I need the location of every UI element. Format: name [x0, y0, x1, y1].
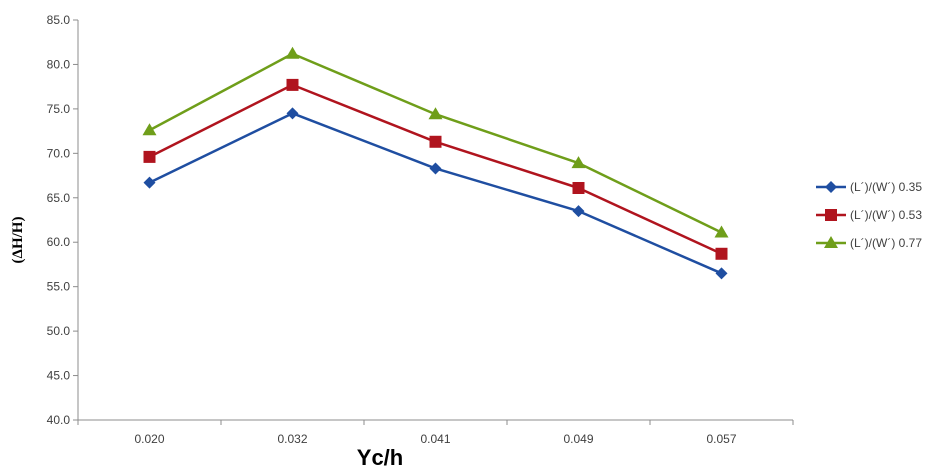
series-3 — [142, 46, 729, 238]
data-point — [143, 150, 156, 163]
plot-area — [77, 20, 793, 421]
data-point — [714, 225, 729, 238]
y-tick-label: 65.0 — [47, 191, 71, 205]
data-point — [428, 107, 443, 120]
x-axis-title: Yc/h — [357, 445, 403, 470]
legend-label: (L´)/(W´) 0.53 — [850, 208, 922, 222]
y-tick-label: 75.0 — [47, 102, 71, 116]
y-tick-label: 50.0 — [47, 324, 71, 338]
data-point — [715, 247, 728, 260]
x-axis-ticks: 0.020 0.032 0.041 0.049 0.057 — [77, 420, 794, 446]
series-layer — [142, 46, 729, 280]
y-tick-label: 55.0 — [47, 280, 71, 294]
y-tick-label: 45.0 — [47, 369, 71, 383]
y-tick-label: 40.0 — [47, 413, 71, 427]
data-point — [429, 162, 442, 175]
y-tick-label: 70.0 — [47, 146, 71, 160]
legend-label: (L´)/(W´) 0.35 — [850, 180, 922, 194]
data-point — [286, 107, 299, 120]
data-point — [715, 267, 728, 280]
legend-marker — [825, 209, 837, 221]
legend-marker — [824, 236, 838, 248]
data-point — [572, 205, 585, 218]
legend-marker — [825, 181, 837, 193]
y-axis-ticks: 40.0 45.0 50.0 55.0 60.0 65.0 70.0 75.0 80.0 85.0 — [47, 13, 78, 427]
data-point — [143, 176, 156, 189]
y-tick-label: 85.0 — [47, 13, 71, 27]
data-point — [142, 123, 157, 136]
data-point — [572, 182, 585, 194]
x-tick-label: 0.020 — [134, 432, 164, 446]
y-axis-title: (ΔH/H) — [10, 217, 26, 264]
x-tick-label: 0.057 — [706, 432, 736, 446]
data-point — [286, 78, 299, 91]
legend: (L´)/(W´) 0.35 (L´)/(W´) 0.53 (L´)/(W´) 0.… — [816, 180, 922, 250]
data-point — [285, 46, 300, 59]
x-tick-label: 0.049 — [563, 432, 593, 446]
y-tick-label: 80.0 — [47, 57, 71, 71]
data-point — [571, 156, 586, 169]
x-tick-label: 0.032 — [277, 432, 307, 446]
x-tick-label: 0.041 — [420, 432, 450, 446]
legend-item: (L´)/(W´) 0.53 — [816, 208, 922, 222]
legend-item: (L´)/(W´) 0.77 — [816, 236, 922, 250]
series-1 — [143, 107, 728, 280]
data-point — [429, 135, 442, 148]
legend-item: (L´)/(W´) 0.35 — [816, 180, 922, 194]
series-2 — [143, 78, 728, 260]
legend-label: (L´)/(W´) 0.77 — [850, 236, 922, 250]
y-tick-label: 60.0 — [47, 235, 71, 249]
